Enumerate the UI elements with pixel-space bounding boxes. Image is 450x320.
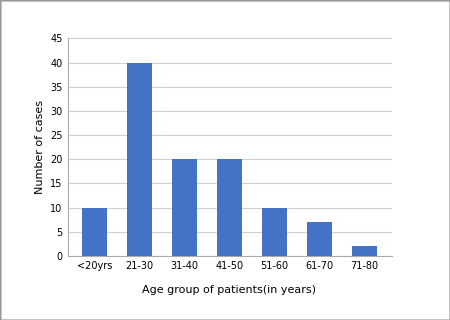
Bar (262, 208, 287, 256)
Bar (127, 63, 152, 256)
Bar (82, 208, 107, 256)
Y-axis label: Number of cases: Number of cases (35, 100, 45, 194)
Bar (217, 159, 242, 256)
X-axis label: Age group of patients(in years): Age group of patients(in years) (143, 285, 316, 295)
Bar (352, 246, 377, 256)
Bar (172, 159, 197, 256)
Bar (307, 222, 332, 256)
